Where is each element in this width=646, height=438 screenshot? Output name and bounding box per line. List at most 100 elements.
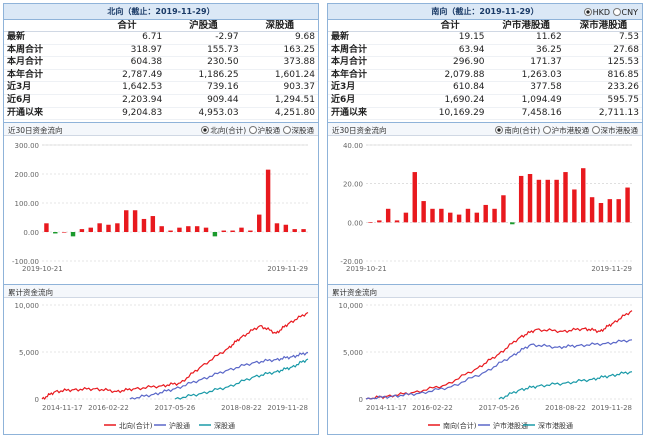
table-cell: 595.75	[564, 94, 642, 108]
table-cell: 1,186.25	[165, 69, 242, 83]
y-tick-label: 40.00	[343, 142, 363, 150]
y-tick-label: 0	[35, 396, 39, 404]
y-tick-label: 10,000	[15, 302, 40, 310]
column-header: 沪股通	[165, 20, 242, 32]
bar	[301, 229, 306, 232]
bar	[483, 204, 488, 223]
legend-label: 北向(合计)	[119, 421, 153, 430]
x-tick-label: 2019-10-21	[22, 265, 63, 273]
bar	[527, 174, 533, 223]
series-line	[129, 351, 309, 400]
bar	[44, 223, 49, 232]
table-cell: 318.97	[88, 44, 166, 58]
bar	[421, 201, 426, 223]
bar	[61, 232, 67, 233]
table-cell: 233.26	[564, 81, 642, 95]
bar	[581, 168, 586, 223]
x-tick-label: 2019-10-21	[346, 265, 387, 273]
bar	[212, 232, 218, 237]
bar	[368, 222, 373, 223]
table-header-row: 合计 沪股通 深股通	[4, 20, 318, 32]
table-row: 近6月 1,690.24 1,094.49 595.75	[328, 94, 642, 108]
bar	[430, 208, 435, 223]
table-cell: 7.53	[564, 31, 642, 45]
y-tick-label: 0	[359, 396, 363, 404]
table-row: 最新 6.71 -2.97 9.68	[4, 31, 318, 45]
table-cell: 7,458.16	[487, 107, 565, 121]
y-tick-label: 0.00	[23, 229, 39, 237]
radio-north-sz[interactable]: 深股通	[282, 126, 314, 135]
table-cell: 163.25	[241, 44, 318, 58]
table-cell: 2,711.13	[564, 107, 642, 121]
south-cum-title: 累计资金流向	[332, 288, 377, 297]
radio-hkd[interactable]: HKD	[583, 8, 610, 17]
radio-north-sh[interactable]: 沪股通	[248, 126, 280, 135]
bar	[283, 224, 289, 232]
legend-label: 沪股通	[169, 421, 190, 430]
column-header: 深市港股通	[564, 20, 642, 32]
x-tick-label: 2016-02-22	[88, 404, 129, 412]
y-tick-label: 20.00	[343, 181, 363, 189]
radio-south-sh[interactable]: 沪市港股通	[542, 126, 589, 135]
x-tick-label: 2014-11-17	[42, 404, 83, 412]
south-summary-table: 合计 沪市港股通 深市港股通 最新 19.15 11.62 7.53 本周合计 63.94…	[328, 20, 642, 121]
table-row: 本月合计 296.90 171.37 125.53	[328, 56, 642, 70]
radio-south-total[interactable]: 南向(合计)	[495, 126, 540, 135]
bar	[239, 227, 244, 232]
bar	[159, 226, 164, 232]
north-bar-title: 近30日资金流向	[8, 126, 63, 135]
radio-north-total[interactable]: 北向(合计)	[201, 126, 246, 135]
bar	[150, 216, 156, 232]
x-tick-label: 2016-02-22	[412, 404, 453, 412]
table-row: 本年合计 2,079.88 1,263.03 816.85	[328, 69, 642, 83]
south-bar-toolbar: 近30日资金流向 南向(合计) 沪市港股通 深市港股通	[328, 122, 642, 136]
table-cell: 2,203.94	[88, 94, 166, 108]
south-panel-header: 南向（截止：2019-11-29） HKD CNY	[328, 4, 642, 20]
table-cell: 1,601.24	[241, 69, 318, 83]
column-header: 合计	[412, 20, 488, 32]
bar	[124, 210, 129, 232]
table-cell: 19.15	[412, 31, 488, 45]
table-cell: 11.62	[487, 31, 565, 45]
radio-icon	[542, 126, 551, 134]
table-row: 开通以来 10,169.29 7,458.16 2,711.13	[328, 107, 642, 121]
currency-options: HKD CNY	[583, 5, 638, 21]
bar	[186, 226, 191, 232]
radio-icon	[591, 126, 600, 134]
south-title: 南向（截止：2019-11-29）	[431, 7, 539, 16]
table-cell: 6.71	[88, 31, 166, 45]
table-cell: 816.85	[564, 69, 642, 83]
bar	[141, 218, 147, 232]
x-tick-label: 2019-11-29	[591, 265, 632, 273]
bar	[465, 208, 471, 223]
bar	[394, 220, 400, 223]
x-tick-label: 2019-11-28	[591, 404, 632, 412]
north-cum-toolbar: 累计资金流向	[4, 284, 318, 298]
table-cell: 125.53	[564, 56, 642, 70]
row-label: 最新	[4, 31, 89, 45]
north-bar-toolbar: 近30日资金流向 北向(合计) 沪股通 深股通	[4, 122, 318, 136]
row-label: 近6月	[4, 94, 89, 108]
table-row: 本年合计 2,787.49 1,186.25 1,601.24	[4, 69, 318, 83]
radio-icon	[612, 8, 621, 16]
table-cell: 230.50	[165, 56, 242, 70]
radio-cny[interactable]: CNY	[612, 8, 638, 17]
bar	[248, 230, 253, 232]
series-line	[365, 339, 633, 400]
bar	[456, 214, 462, 223]
radio-icon	[495, 126, 504, 134]
bar	[53, 232, 58, 234]
table-cell: 4,251.80	[241, 107, 318, 121]
x-tick-label: 2018-08-22	[221, 404, 262, 412]
table-cell: 2,079.88	[412, 69, 488, 83]
x-tick-label: 2019-11-28	[267, 404, 308, 412]
table-row: 开通以来 9,204.83 4,953.03 4,251.80	[4, 107, 318, 121]
radio-south-sz[interactable]: 深市港股通	[591, 126, 638, 135]
series-line	[174, 358, 309, 400]
table-cell: 903.37	[241, 81, 318, 95]
bar	[115, 223, 120, 232]
